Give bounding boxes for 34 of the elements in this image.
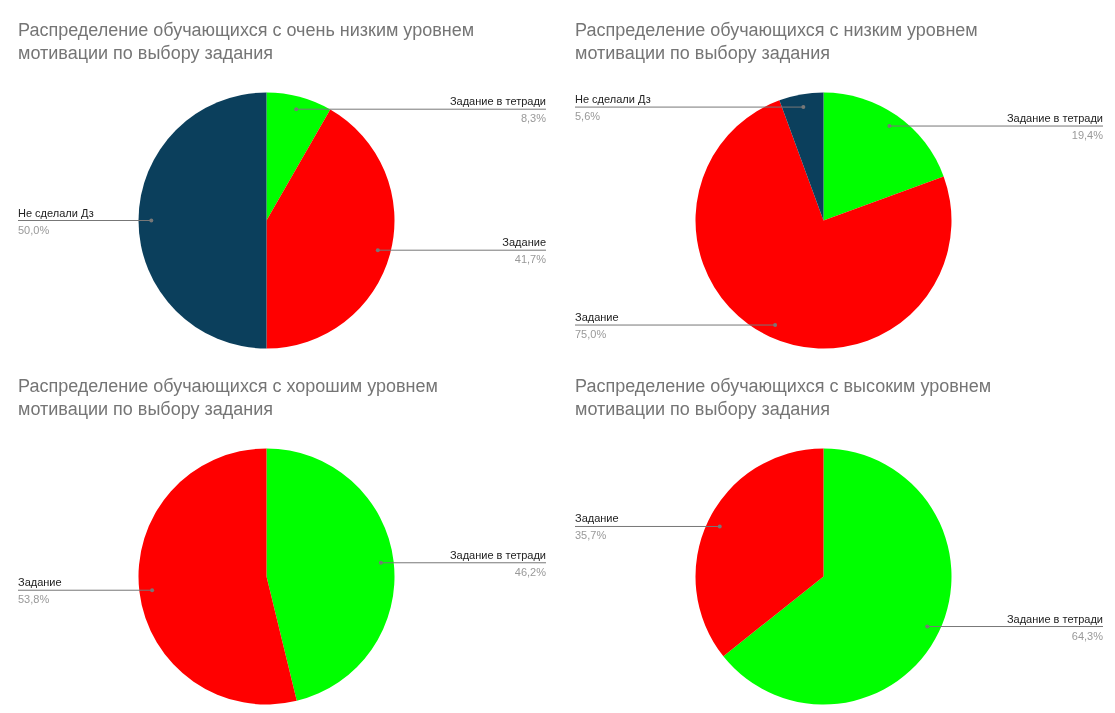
data-label: 50,0% [18, 223, 50, 236]
data-label: 75,0% [575, 328, 607, 341]
chart-title: Распределение обучающихся с очень низким уровнем мотивации по выбору задания [18, 20, 475, 63]
pie-slice [266, 109, 395, 349]
pie-slice [779, 92, 824, 221]
slice-label: Задание [575, 512, 619, 525]
chart-title: Распределение обучающихся с высоким уровнем мотивации по выбору задания [575, 376, 992, 419]
data-label: 41,7% [514, 253, 547, 266]
data-label: 19,4% [1071, 129, 1104, 142]
pie-slice [695, 100, 952, 349]
slice-label: Задание [502, 236, 546, 249]
chart-title: Распределение обучающихся с низким уровнем мотивации по выбору задания [575, 20, 978, 63]
data-label: 35,7% [575, 529, 607, 542]
slice-label: Не сделали Дз [575, 93, 651, 106]
data-label: 46,2% [514, 565, 547, 578]
pie-slice [266, 448, 395, 701]
chart-title: Распределение обучающихся с хорошим уровнем мотивации по выбору задания [18, 376, 438, 419]
slice-label: Задание в тетради [449, 548, 546, 561]
data-label: 8,3% [520, 112, 547, 125]
slice-label: Задание [575, 311, 619, 324]
slice-label: Задание в тетради [1006, 612, 1103, 625]
slice-label: Задание в тетради [449, 95, 546, 108]
slice-label: Задание [18, 576, 62, 589]
data-label: 53,8% [18, 593, 50, 606]
data-label: 64,3% [1071, 629, 1104, 642]
pie-slice [138, 92, 267, 349]
pie-slice [695, 448, 824, 657]
pie-slice [723, 448, 952, 705]
data-label: 5,6% [575, 110, 601, 123]
slice-label: Задание в тетради [1006, 112, 1103, 125]
slice-label: Не сделали Дз [18, 206, 94, 219]
pie-slice [138, 448, 297, 705]
pie-slice [266, 92, 331, 221]
pie-slice [823, 92, 944, 221]
